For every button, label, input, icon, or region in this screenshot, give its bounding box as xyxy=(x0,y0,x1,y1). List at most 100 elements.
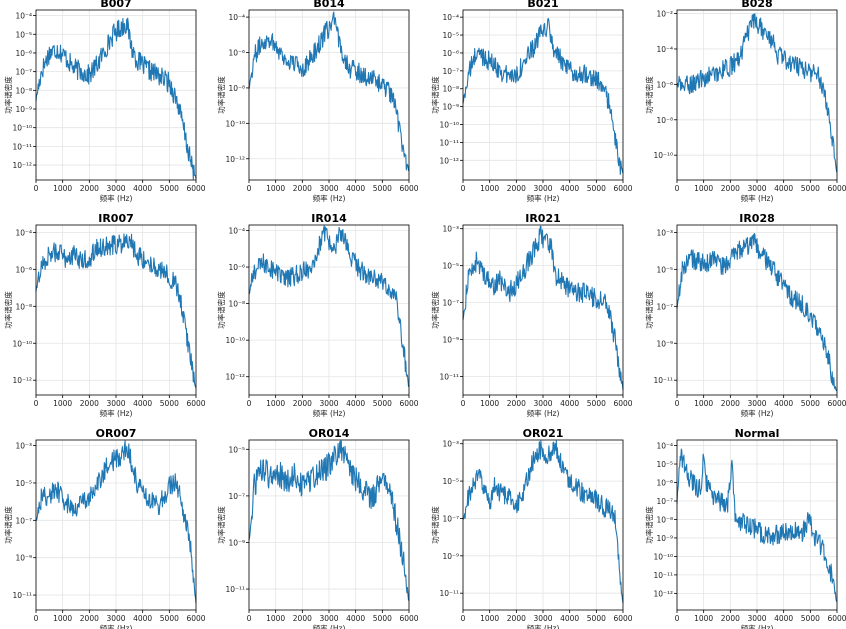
x-tick-label: 5000 xyxy=(160,184,179,193)
y-tick-label: 10⁻⁷ xyxy=(442,67,459,76)
y-tick-label: 10⁻³ xyxy=(15,442,32,451)
x-tick-label: 3000 xyxy=(106,614,125,623)
x-tick-label: 3000 xyxy=(319,614,338,623)
x-tick-label: 0 xyxy=(461,399,466,408)
y-tick-label: 10⁻⁴ xyxy=(15,12,32,21)
y-tick-label: 10⁻⁵ xyxy=(15,30,32,39)
x-tick-label: 5000 xyxy=(801,399,820,408)
y-axis-label: 功率谱密度 xyxy=(644,76,654,114)
y-tick-label: 10⁻¹¹ xyxy=(653,376,673,385)
y-axis-label: 功率谱密度 xyxy=(216,76,226,114)
y-tick-label: 10⁻⁹ xyxy=(442,336,459,345)
y-axis-label: 功率谱密度 xyxy=(430,76,440,114)
x-tick-label: 3000 xyxy=(747,614,766,623)
x-tick-label: 2000 xyxy=(507,184,526,193)
x-axis-label: 频率 (Hz) xyxy=(313,408,346,418)
y-axis-label: 功率谱密度 xyxy=(644,291,654,329)
x-tick-label: 0 xyxy=(34,399,39,408)
x-tick-label: 0 xyxy=(247,399,252,408)
subplot-b014: 0 1000 2000 3000 4000 5000 6000 10⁻⁴ 10⁻⁶ 10⁻⁸ 10⁻… xyxy=(216,0,419,203)
psd-line-b007 xyxy=(35,17,197,180)
x-tick-label: 1000 xyxy=(480,399,499,408)
subplot-ir014: 0 1000 2000 3000 4000 5000 6000 10⁻⁴ 10⁻⁶ 10⁻⁸ 10⁻… xyxy=(216,212,419,418)
y-tick-label: 10⁻³ xyxy=(442,440,459,449)
y-axis-label: 功率谱密度 xyxy=(216,506,226,544)
x-tick-label: 4000 xyxy=(346,614,365,623)
x-tick-label: 4000 xyxy=(774,184,793,193)
y-tick-label: 10⁻¹⁰ xyxy=(439,121,459,130)
x-axis-label: 频率 (Hz) xyxy=(100,408,133,418)
x-tick-label: 1000 xyxy=(53,614,72,623)
y-tick-label: 10⁻¹⁰ xyxy=(653,151,673,160)
x-tick-label: 6000 xyxy=(613,399,632,408)
x-tick-label: 2000 xyxy=(80,184,99,193)
y-tick-label: 10⁻⁹ xyxy=(15,105,32,114)
y-tick-label: 10⁻⁴ xyxy=(15,228,32,237)
x-axis-label: 频率 (Hz) xyxy=(741,193,774,203)
y-tick-label: 10⁻¹² xyxy=(439,156,459,165)
y-tick-label: 10⁻¹² xyxy=(12,161,32,170)
x-tick-label: 4000 xyxy=(560,399,579,408)
y-tick-label: 10⁻⁸ xyxy=(228,84,245,93)
x-tick-label: 3000 xyxy=(106,184,125,193)
x-tick-label: 2000 xyxy=(80,399,99,408)
y-tick-label: 10⁻⁴ xyxy=(228,13,245,22)
x-tick-label: 4000 xyxy=(346,399,365,408)
x-tick-label: 0 xyxy=(247,614,252,623)
y-tick-label: 10⁻⁷ xyxy=(15,68,32,77)
y-tick-label: 10⁻⁵ xyxy=(656,265,673,274)
y-tick-label: 10⁻⁴ xyxy=(228,226,245,235)
x-axis-label: 频率 (Hz) xyxy=(313,193,346,203)
y-tick-label: 10⁻⁸ xyxy=(228,300,245,309)
psd-line-or014 xyxy=(248,440,410,601)
y-tick-label: 10⁻¹⁰ xyxy=(12,124,32,133)
y-axis-label: 功率谱密度 xyxy=(644,506,654,544)
y-tick-label: 10⁻¹² xyxy=(12,376,32,385)
y-tick-label: 10⁻⁶ xyxy=(656,479,673,488)
y-tick-label: 10⁻⁹ xyxy=(228,538,245,547)
y-tick-label: 10⁻⁷ xyxy=(442,514,459,523)
psd-line-b014 xyxy=(248,11,410,172)
x-tick-label: 6000 xyxy=(399,184,418,193)
x-tick-label: 6000 xyxy=(186,614,205,623)
subplot-b028: 0 1000 2000 3000 4000 5000 6000 10⁻² 10⁻⁴ 10⁻⁶ 10⁻… xyxy=(644,0,846,203)
x-tick-label: 5000 xyxy=(373,399,392,408)
y-tick-label: 10⁻⁷ xyxy=(15,516,32,525)
x-tick-label: 2000 xyxy=(80,614,99,623)
psd-line-or021 xyxy=(462,440,624,604)
x-axis-label: 频率 (Hz) xyxy=(527,623,560,629)
x-axis-label: 频率 (Hz) xyxy=(527,193,560,203)
y-axis-label: 功率谱密度 xyxy=(216,291,226,329)
x-tick-label: 3000 xyxy=(533,184,552,193)
subplot-normal: 0 1000 2000 3000 4000 5000 6000 10⁻⁴ 10⁻⁵ 10⁻⁶ 10⁻… xyxy=(644,427,846,629)
x-tick-label: 3000 xyxy=(747,184,766,193)
x-tick-label: 6000 xyxy=(613,184,632,193)
y-tick-label: 10⁻⁵ xyxy=(442,262,459,271)
x-tick-label: 1000 xyxy=(694,614,713,623)
subplot-title: OR021 xyxy=(523,427,564,440)
subplot-ir007: 0 1000 2000 3000 4000 5000 6000 10⁻⁴ 10⁻⁶ 10⁻⁸ 10⁻… xyxy=(3,212,206,418)
x-tick-label: 4000 xyxy=(346,184,365,193)
psd-line-or007 xyxy=(35,440,197,604)
x-axis-label: 频率 (Hz) xyxy=(100,193,133,203)
x-tick-label: 4000 xyxy=(774,614,793,623)
x-tick-label: 2000 xyxy=(293,399,312,408)
y-tick-label: 10⁻¹⁰ xyxy=(225,336,245,345)
x-axis-label: 频率 (Hz) xyxy=(741,623,774,629)
subplot-or021: 0 1000 2000 3000 4000 5000 6000 10⁻³ 10⁻⁵ 10⁻⁷ 10⁻… xyxy=(430,427,633,629)
y-tick-label: 10⁻⁸ xyxy=(656,116,673,125)
x-axis-label: 频率 (Hz) xyxy=(100,623,133,629)
x-tick-label: 1000 xyxy=(694,399,713,408)
y-tick-label: 10⁻¹¹ xyxy=(439,138,459,147)
x-tick-label: 6000 xyxy=(827,614,846,623)
y-tick-label: 10⁻⁶ xyxy=(15,49,32,58)
subplot-ir021: 0 1000 2000 3000 4000 5000 6000 10⁻³ 10⁻⁵ 10⁻⁷ 10⁻… xyxy=(430,212,633,418)
x-tick-label: 0 xyxy=(461,184,466,193)
x-tick-label: 6000 xyxy=(827,399,846,408)
subplot-title: IR007 xyxy=(98,212,134,225)
x-tick-label: 2000 xyxy=(507,614,526,623)
x-tick-label: 2000 xyxy=(293,614,312,623)
subplot-title: IR014 xyxy=(311,212,347,225)
y-axis-label: 功率谱密度 xyxy=(430,291,440,329)
subplot-b007: 0 1000 2000 3000 4000 5000 6000 10⁻⁴ 10⁻⁵ 10⁻⁶ 10⁻… xyxy=(3,0,206,203)
